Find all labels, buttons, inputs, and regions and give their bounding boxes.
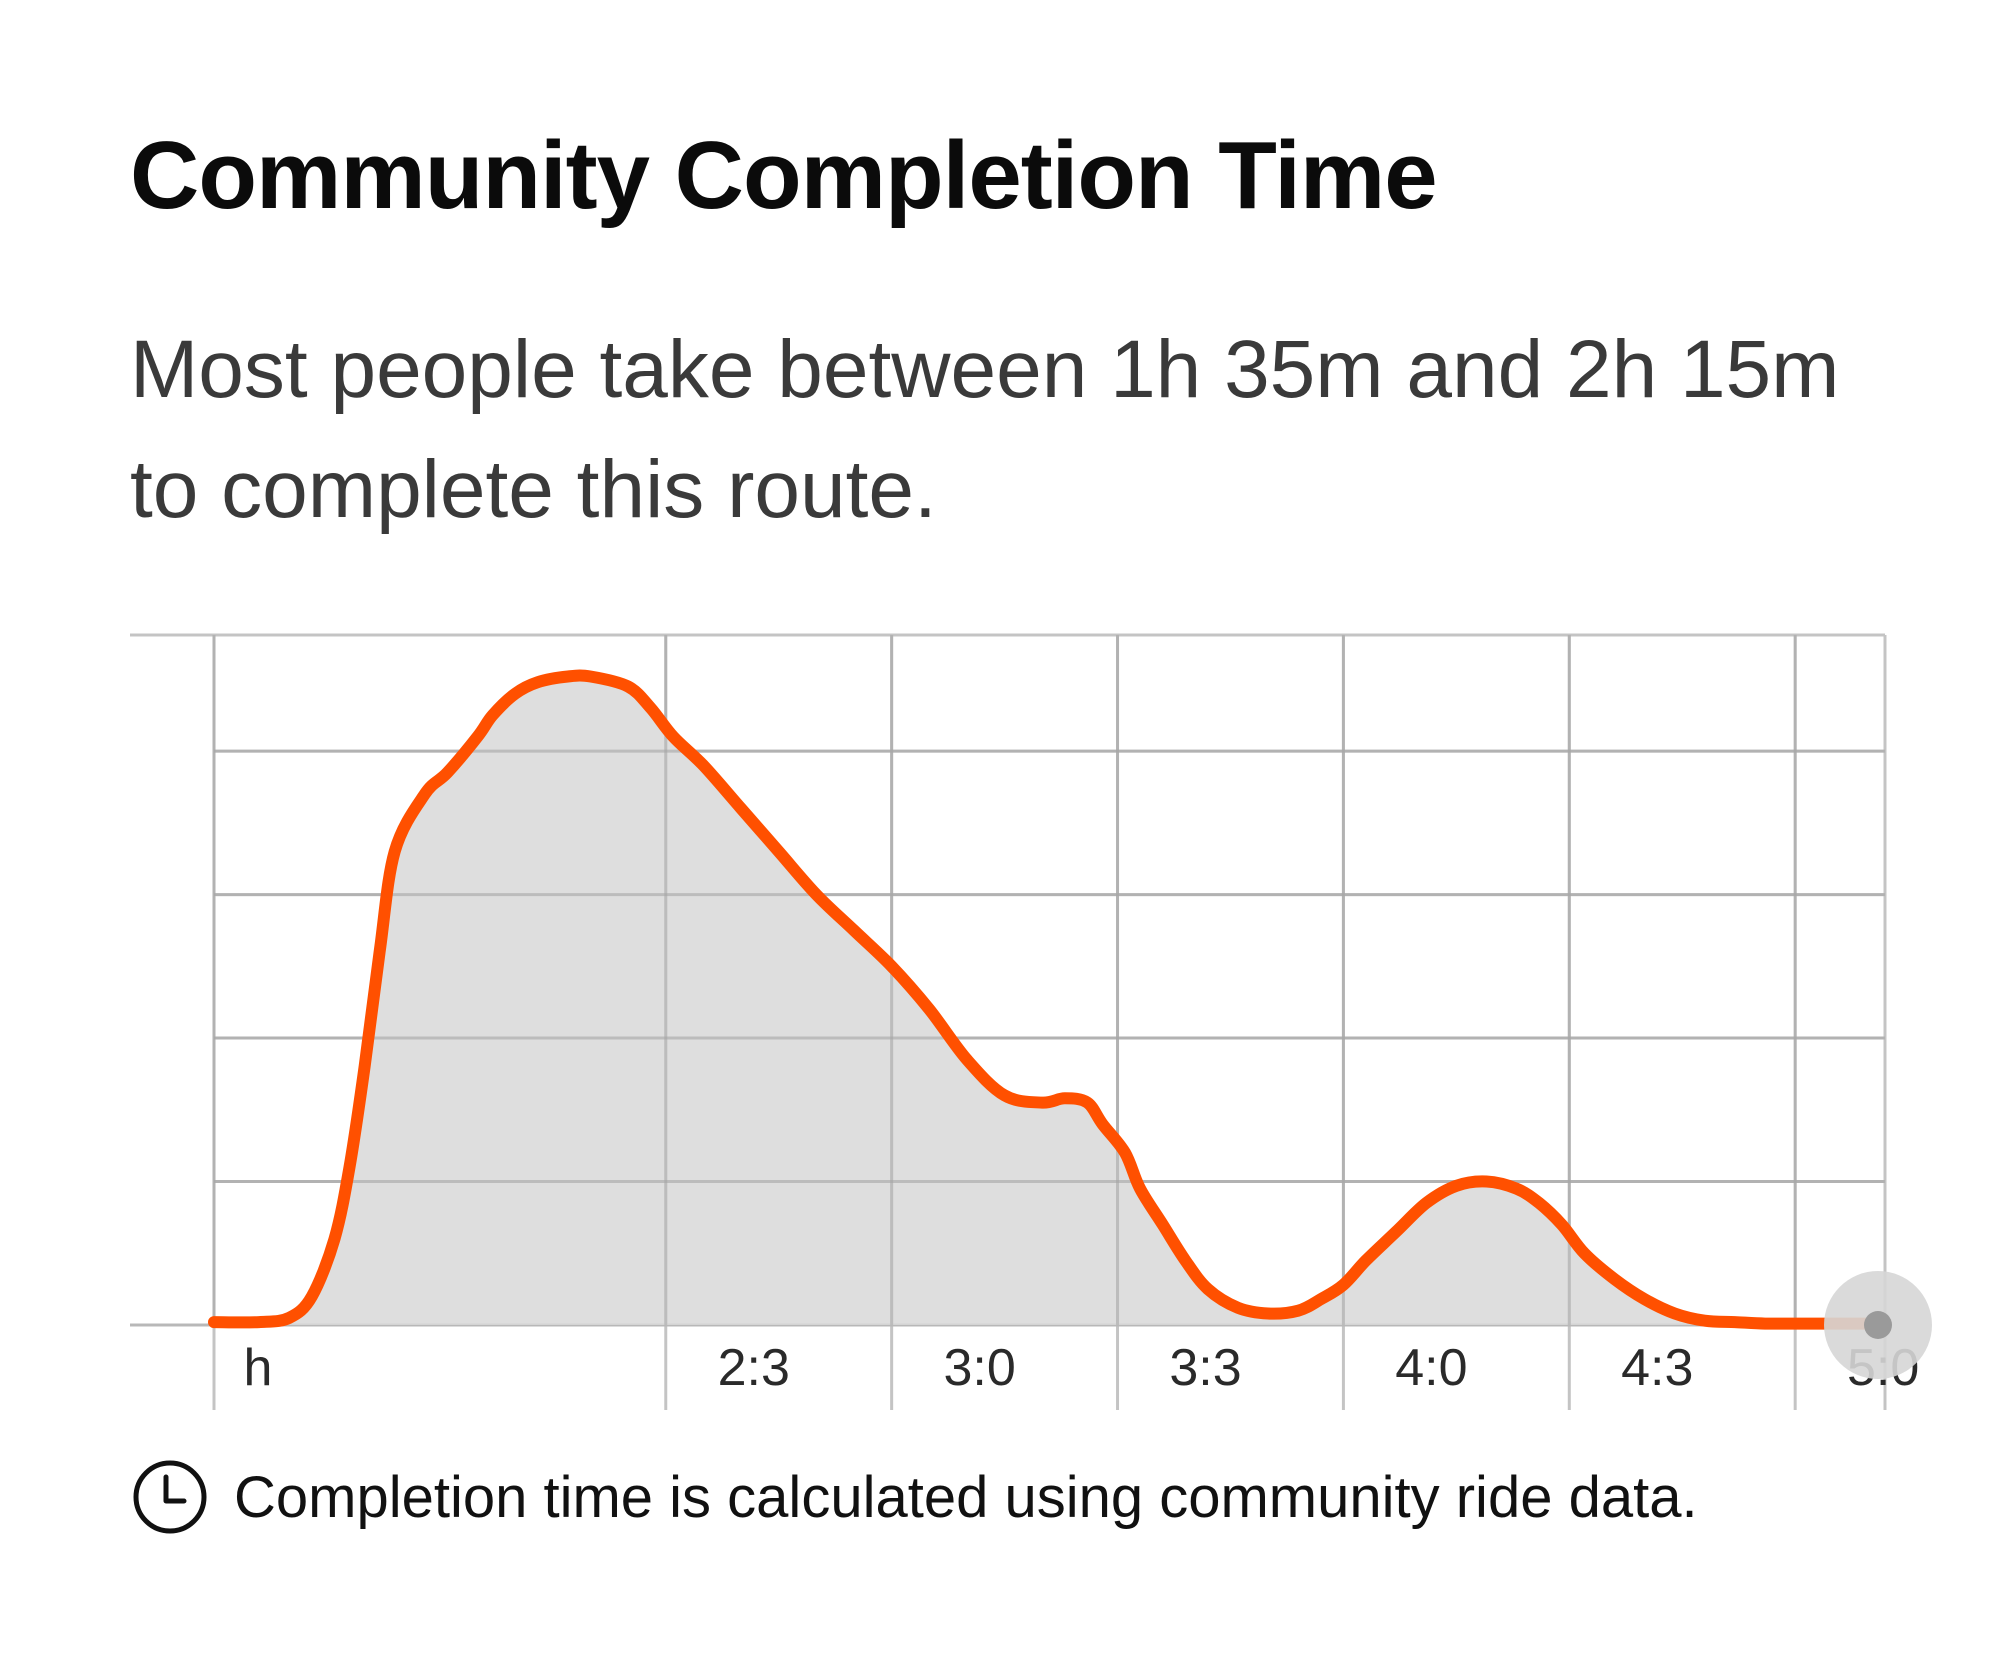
x-tick-label: h (244, 1339, 273, 1397)
footer-text: Completion time is calculated using comm… (234, 1464, 1698, 1530)
x-tick-label: 4:0 (1395, 1339, 1467, 1397)
scrubber-handle-dot[interactable] (1864, 1311, 1892, 1339)
clock-icon (133, 1460, 207, 1534)
x-tick-label: 3:3 (1169, 1339, 1241, 1397)
card-subtitle: Most people take between 1h 35m and 2h 1… (130, 324, 1840, 535)
distribution-area (214, 675, 1878, 1325)
x-tick-label: 4:3 (1621, 1339, 1693, 1397)
completion-time-chart[interactable]: h2:33:03:34:04:35:0 (0, 620, 2000, 1420)
chart-area-layer (208, 635, 1885, 1330)
distribution-line (208, 669, 1884, 1330)
card-title: Community Completion Time (130, 122, 1438, 229)
chart-scrubber-layer[interactable] (1824, 1271, 1932, 1379)
x-tick-label: 3:0 (943, 1339, 1015, 1397)
x-axis-ticks: h2:33:03:34:04:35:0 (244, 1339, 1920, 1397)
x-tick-label: 2:3 (718, 1339, 790, 1397)
footer-note: Completion time is calculated using comm… (130, 1452, 1698, 1542)
chart-svg[interactable]: h2:33:03:34:04:35:0 (0, 620, 2000, 1420)
